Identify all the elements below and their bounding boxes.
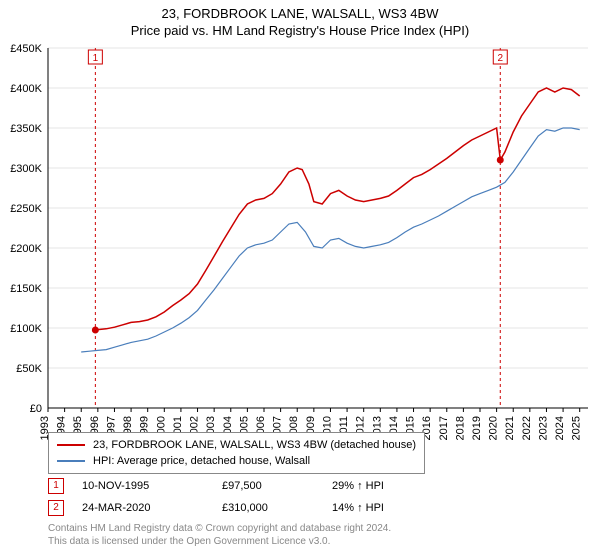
- title-subtitle: Price paid vs. HM Land Registry's House …: [0, 21, 600, 38]
- chart-container: 23, FORDBROOK LANE, WALSALL, WS3 4BW Pri…: [0, 0, 600, 560]
- svg-text:£400K: £400K: [10, 83, 42, 95]
- legend-swatch: [57, 444, 85, 446]
- attribution: Contains HM Land Registry data © Crown c…: [48, 522, 391, 548]
- svg-text:£100K: £100K: [10, 323, 42, 335]
- marker-date: 24-MAR-2020: [82, 502, 222, 514]
- marker-number-box: 2: [48, 500, 64, 516]
- legend-swatch: [57, 460, 85, 462]
- legend-row: 23, FORDBROOK LANE, WALSALL, WS3 4BW (de…: [57, 437, 416, 453]
- legend-row: HPI: Average price, detached house, Wals…: [57, 453, 416, 469]
- marker-delta: 29% ↑ HPI: [332, 480, 452, 492]
- svg-text:£50K: £50K: [16, 363, 42, 375]
- svg-text:2022: 2022: [521, 416, 533, 440]
- attribution-line2: This data is licensed under the Open Gov…: [48, 535, 391, 548]
- marker-price: £97,500: [222, 480, 332, 492]
- marker-row: 2 24-MAR-2020£310,00014% ↑ HPI: [48, 498, 452, 518]
- marker-delta: 14% ↑ HPI: [332, 502, 452, 514]
- svg-text:£250K: £250K: [10, 203, 42, 215]
- marker-number-box: 1: [48, 478, 64, 494]
- svg-text:2019: 2019: [471, 416, 483, 440]
- svg-text:2021: 2021: [504, 416, 516, 440]
- legend-label: 23, FORDBROOK LANE, WALSALL, WS3 4BW (de…: [93, 439, 416, 451]
- marker-price: £310,000: [222, 502, 332, 514]
- marker-date: 10-NOV-1995: [82, 480, 222, 492]
- svg-text:2: 2: [497, 53, 503, 64]
- svg-text:2025: 2025: [571, 416, 583, 440]
- svg-text:£0: £0: [30, 403, 42, 415]
- legend-label: HPI: Average price, detached house, Wals…: [93, 455, 310, 467]
- svg-text:£450K: £450K: [10, 43, 42, 55]
- svg-text:£150K: £150K: [10, 283, 42, 295]
- svg-text:£350K: £350K: [10, 123, 42, 135]
- attribution-line1: Contains HM Land Registry data © Crown c…: [48, 522, 391, 535]
- svg-text:2020: 2020: [488, 416, 500, 440]
- title-address: 23, FORDBROOK LANE, WALSALL, WS3 4BW: [0, 0, 600, 21]
- svg-text:2018: 2018: [454, 416, 466, 440]
- svg-text:£300K: £300K: [10, 163, 42, 175]
- svg-text:2024: 2024: [554, 416, 566, 440]
- legend: 23, FORDBROOK LANE, WALSALL, WS3 4BW (de…: [48, 432, 425, 474]
- svg-text:2017: 2017: [438, 416, 450, 440]
- svg-text:1: 1: [93, 53, 99, 64]
- svg-text:£200K: £200K: [10, 243, 42, 255]
- marker-table: 1 10-NOV-1995£97,50029% ↑ HPI 2 24-MAR-2020…: [48, 476, 452, 520]
- svg-text:2023: 2023: [537, 416, 549, 440]
- price-chart: £0£50K£100K£150K£200K£250K£300K£350K£400…: [48, 48, 588, 408]
- marker-row: 1 10-NOV-1995£97,50029% ↑ HPI: [48, 476, 452, 496]
